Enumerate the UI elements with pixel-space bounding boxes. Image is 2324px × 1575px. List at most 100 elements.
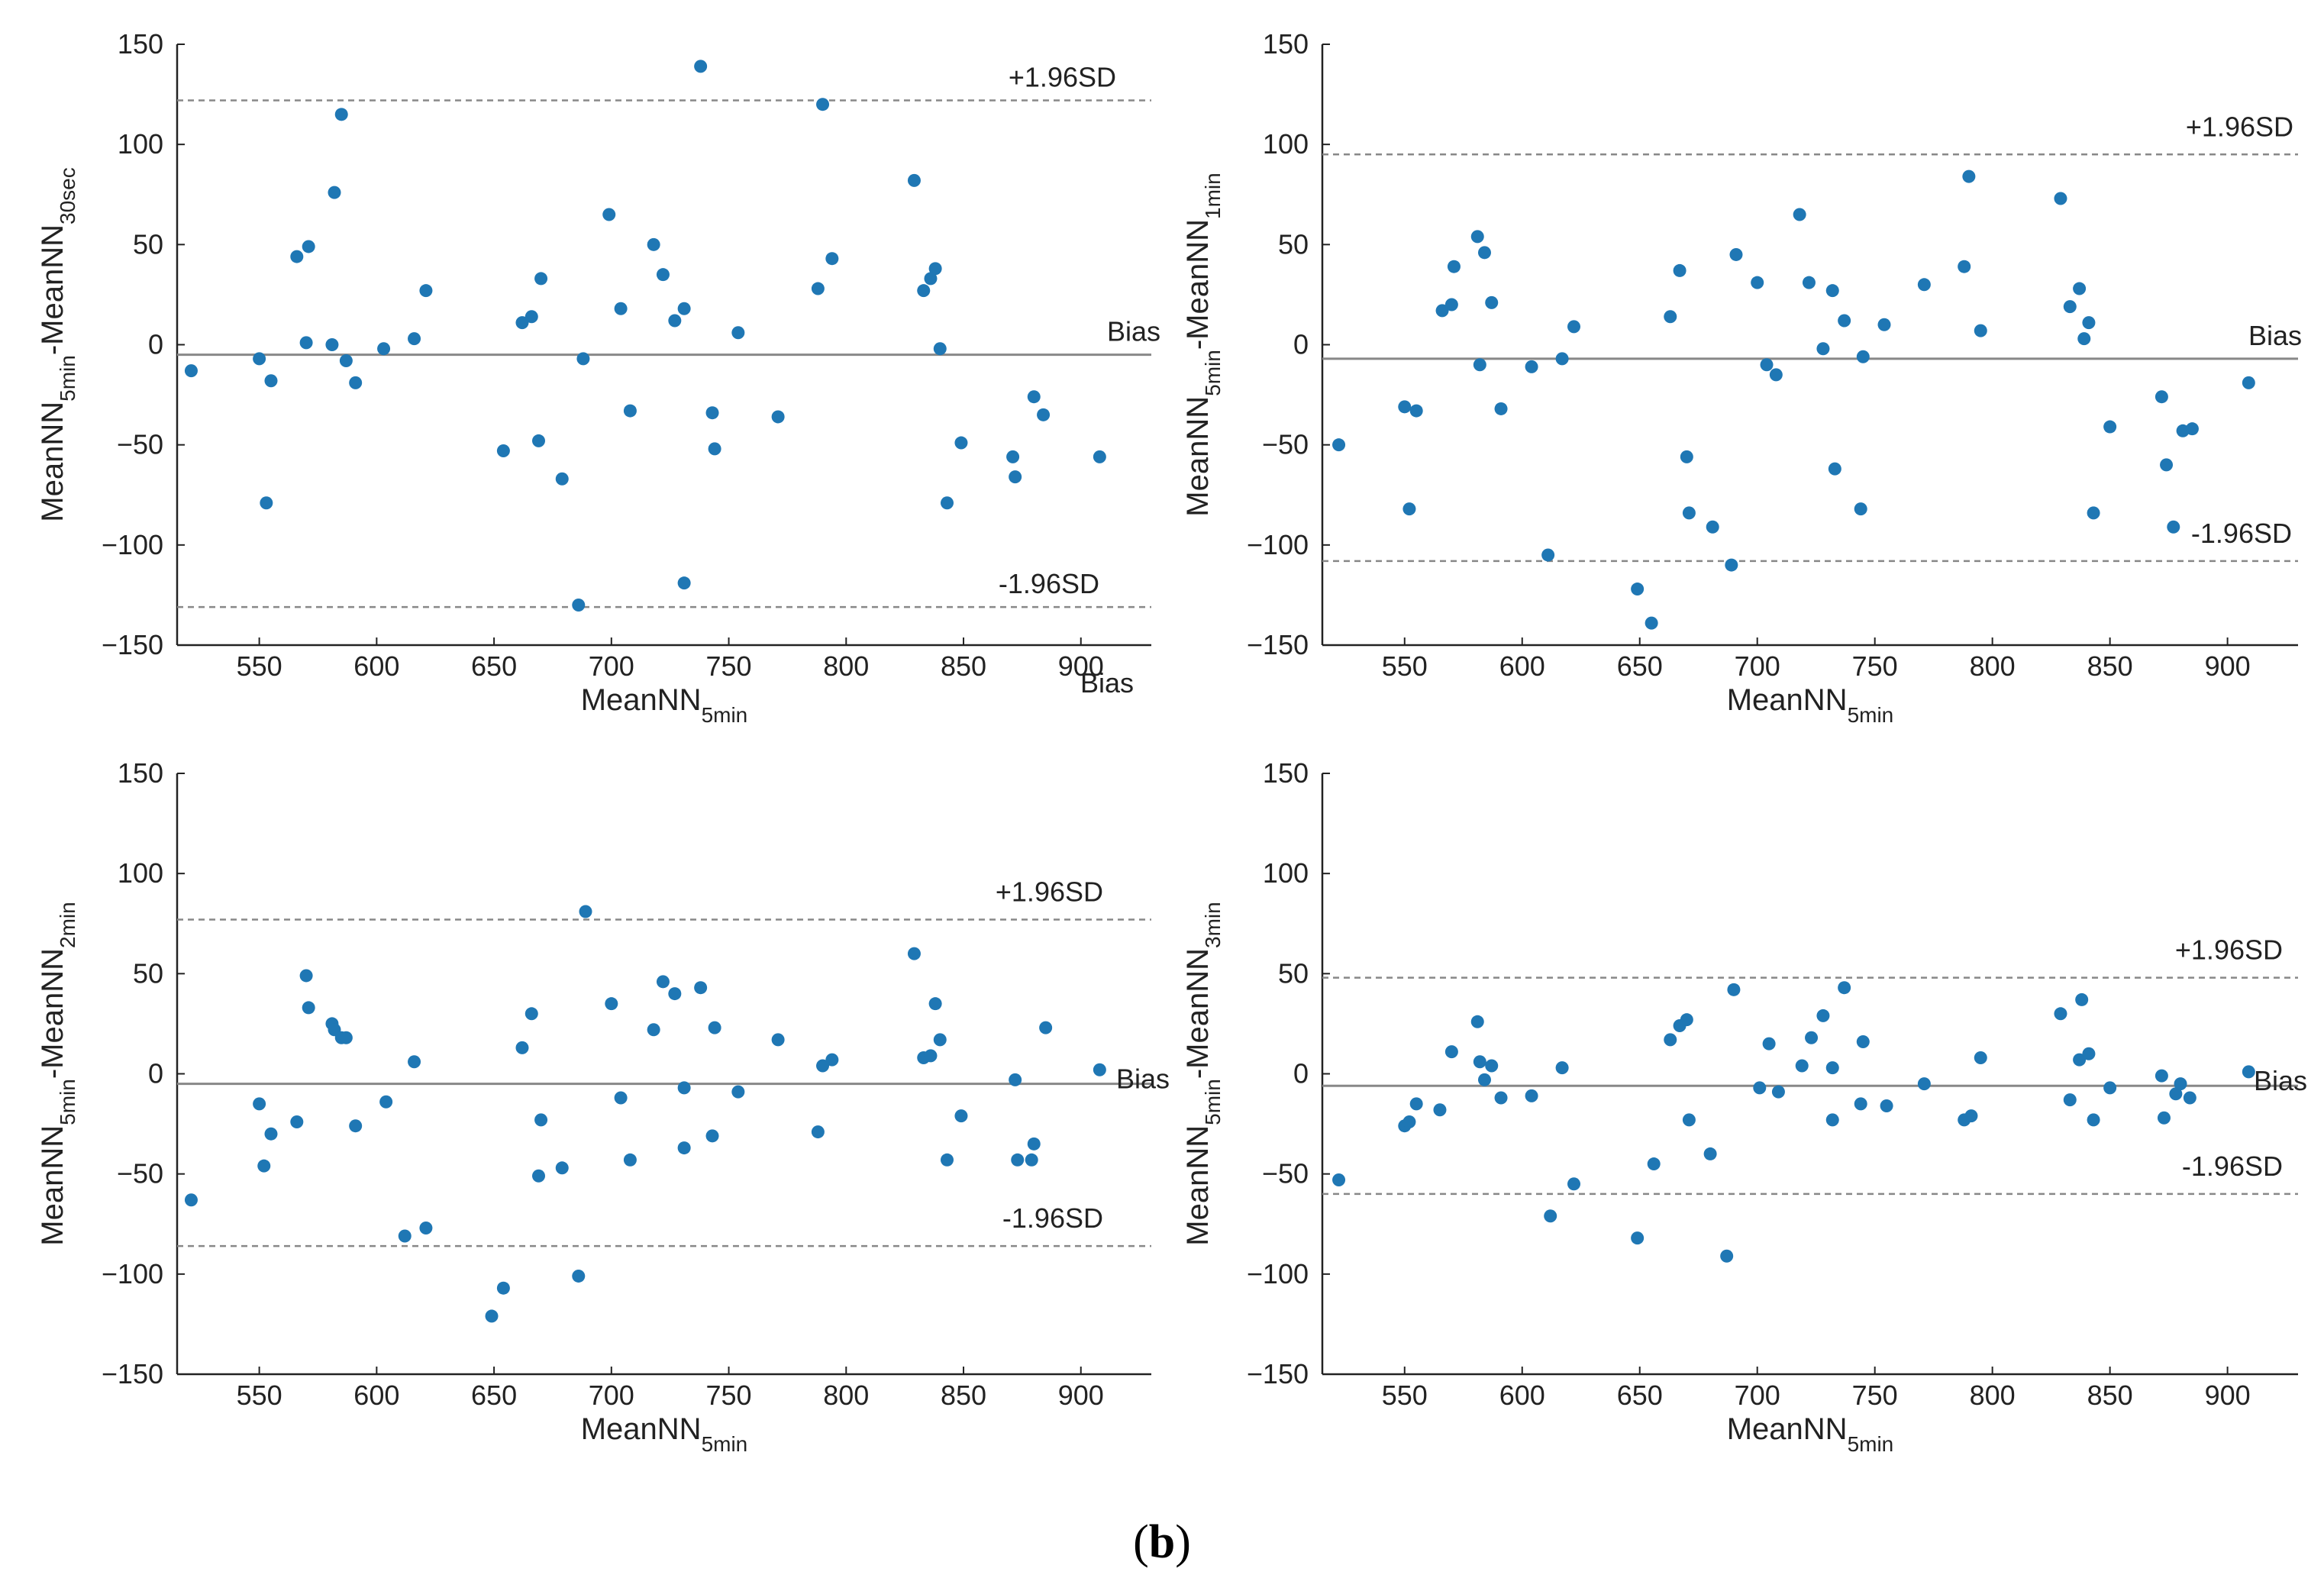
- data-point: [1398, 400, 1412, 414]
- data-point: [2075, 992, 2089, 1006]
- data-point: [419, 284, 433, 298]
- data-point: [555, 1161, 569, 1175]
- data-point: [1880, 1099, 1893, 1112]
- data-point: [339, 1031, 353, 1044]
- data-point: [1825, 1061, 1839, 1075]
- data-point: [668, 314, 682, 328]
- data-point: [1816, 342, 1830, 356]
- data-point: [668, 987, 682, 1001]
- x-tick-label: 600: [353, 1380, 399, 1411]
- x-axis-label: MeanNN5min: [581, 1412, 748, 1456]
- y-tick-label: 50: [133, 228, 163, 260]
- bias-label: Bias: [2254, 1065, 2307, 1096]
- data-point: [614, 302, 628, 315]
- data-point: [1631, 1231, 1645, 1245]
- data-point: [2155, 390, 2168, 404]
- x-tick-label: 900: [1058, 650, 1104, 682]
- data-point: [1958, 260, 1971, 273]
- upper-limit-label: +1.96SD: [2186, 111, 2293, 142]
- data-point: [907, 173, 921, 187]
- x-tick-label: 650: [1617, 1380, 1663, 1411]
- data-point: [1706, 520, 1719, 534]
- panel-top-left: 150 100 50 0 −50 −100 −150 550 600 650 700 750 800 85…: [36, 28, 1160, 727]
- data-point: [907, 947, 921, 960]
- x-axis-label: MeanNN5min: [1727, 1412, 1894, 1456]
- data-point: [1795, 1059, 1809, 1073]
- x-tick-label: 600: [1499, 650, 1545, 682]
- x-tick-label: 800: [823, 650, 869, 682]
- data-point: [1470, 1015, 1484, 1028]
- y-tick-label: −100: [1247, 529, 1309, 560]
- data-point: [771, 410, 785, 424]
- data-point: [1444, 298, 1458, 311]
- data-point: [708, 442, 721, 456]
- data-point: [1409, 404, 1423, 418]
- data-point: [647, 237, 660, 251]
- data-point: [1680, 1013, 1693, 1027]
- data-point: [1854, 502, 1867, 516]
- data-point: [1838, 981, 1851, 995]
- data-point: [1856, 350, 1870, 363]
- bias-label: Bias: [1116, 1063, 1170, 1095]
- data-point: [1854, 1097, 1867, 1111]
- x-tick-label: 700: [1735, 1380, 1780, 1411]
- data-point: [555, 472, 569, 486]
- data-point: [2242, 1065, 2255, 1079]
- x-tick-label: 850: [2087, 650, 2133, 682]
- data-point: [1477, 1073, 1491, 1086]
- data-point: [605, 997, 618, 1011]
- data-point: [2054, 1007, 2067, 1021]
- x-tick-label: 550: [1382, 1380, 1428, 1411]
- y-axis-label-b: MeanNN: [1181, 948, 1215, 1069]
- data-point: [1753, 1081, 1767, 1095]
- data-point: [1680, 450, 1693, 463]
- data-point: [1762, 1037, 1776, 1051]
- data-point: [1494, 1091, 1508, 1105]
- data-point: [928, 997, 942, 1011]
- data-point: [253, 352, 266, 366]
- data-point: [2087, 1113, 2100, 1127]
- data-point: [1093, 450, 1106, 463]
- data-point: [1555, 352, 1569, 366]
- data-point: [1332, 1173, 1346, 1187]
- data-point: [933, 1033, 947, 1047]
- x-tick-label: 550: [237, 1380, 282, 1411]
- data-point: [1544, 1209, 1557, 1223]
- x-axis-label-main: MeanNN: [1727, 683, 1848, 717]
- y-tick-label: −50: [117, 429, 163, 460]
- data-point: [1435, 304, 1449, 318]
- y-tick-label: 100: [118, 857, 163, 889]
- data-point: [1974, 324, 1987, 337]
- data-point: [825, 1053, 839, 1067]
- data-point: [532, 1169, 546, 1183]
- data-point: [1720, 1249, 1734, 1263]
- data-point: [602, 208, 616, 221]
- data-point: [2073, 1053, 2087, 1067]
- data-point: [1664, 1033, 1677, 1047]
- data-point: [515, 316, 529, 330]
- data-point: [2082, 316, 2096, 330]
- y-axis-label-b-subscript: 1min: [1201, 173, 1225, 219]
- x-tick-label: 650: [1617, 650, 1663, 682]
- data-point: [677, 1141, 691, 1155]
- data-point: [525, 310, 538, 324]
- y-axis-label-separator: -: [36, 1069, 69, 1079]
- x-tick-label: 850: [941, 650, 986, 682]
- y-tick-label: 50: [133, 957, 163, 989]
- x-tick-label: 700: [589, 650, 634, 682]
- data-point: [1751, 276, 1764, 289]
- data-point: [2242, 376, 2255, 389]
- data-point: [1647, 1157, 1661, 1171]
- data-point: [708, 1021, 721, 1034]
- x-tick-label: 650: [471, 1380, 517, 1411]
- y-tick-label: −100: [102, 1258, 163, 1289]
- data-point: [1793, 208, 1806, 221]
- data-point: [941, 496, 954, 510]
- data-point: [677, 576, 691, 590]
- x-axis-label-subscript: 5min: [702, 1432, 748, 1456]
- data-point: [1771, 1085, 1785, 1099]
- upper-limit-label: +1.96SD: [996, 876, 1103, 908]
- data-point: [1682, 1113, 1696, 1127]
- panel-bottom-left: 150 100 50 0 −50 −100 −150 550 600 650 700 750 800 85…: [36, 757, 1170, 1456]
- data-point: [816, 1059, 830, 1073]
